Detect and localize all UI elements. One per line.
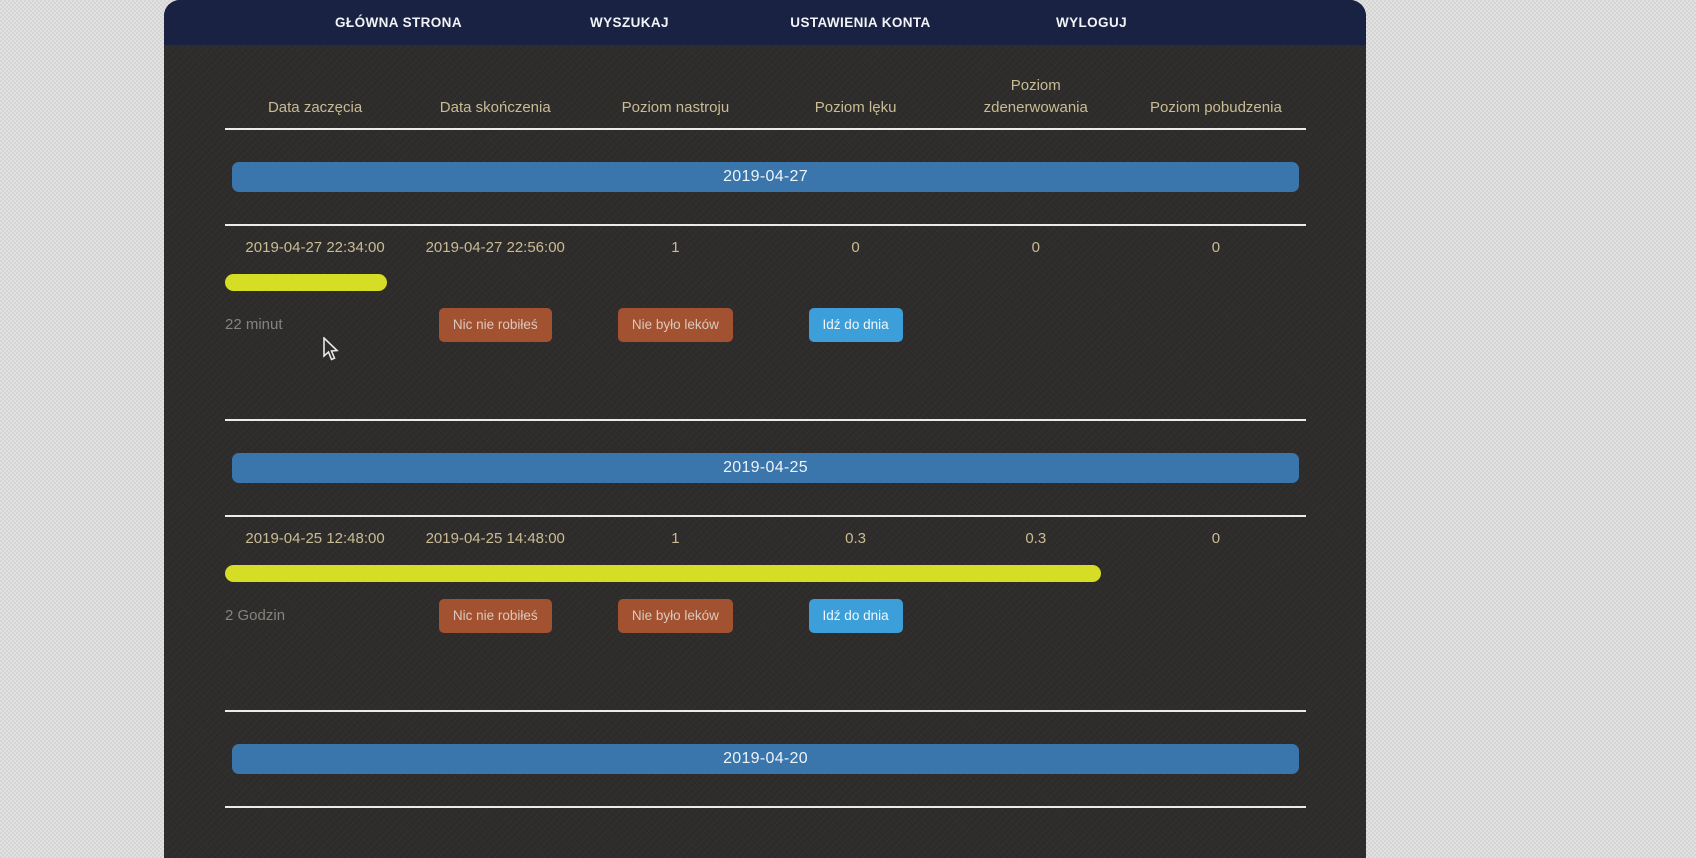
table-header-row: Data zaczęcia Data skończenia Poziom nas…	[225, 75, 1306, 130]
cell-anxiety-level: 0.3	[845, 529, 866, 547]
nothing-done-button[interactable]: Nic nie robiłeś	[438, 598, 552, 633]
column-header-start-date: Data zaczęcia	[267, 98, 363, 116]
duration-label: 22 minut	[225, 315, 283, 333]
cell-end-date: 2019-04-27 22:56:00	[425, 238, 565, 256]
cell-start-date: 2019-04-27 22:34:00	[245, 238, 385, 256]
duration-progress-bar	[225, 564, 1101, 582]
cell-nervousness-level: 0	[1031, 238, 1040, 256]
no-medication-button[interactable]: Nie było leków	[617, 598, 733, 633]
day-group: 2019-04-25 2019-04-25 12:48:00 2019-04-2…	[225, 452, 1306, 633]
entry-actions-row: 22 minut Nic nie robiłeś Nie było leków …	[225, 307, 1306, 342]
group-divider	[225, 709, 1306, 712]
duration-bar-track	[225, 564, 1306, 582]
column-header-agitation-level: Poziom pobudzenia	[1150, 98, 1282, 116]
table-row: 2019-04-25 12:48:00 2019-04-25 14:48:00 …	[225, 517, 1306, 557]
nav-item-account-settings[interactable]: USTAWIENIA KONTA	[790, 15, 931, 30]
group-divider	[225, 418, 1306, 421]
nav-item-main-page[interactable]: GŁÓWNA STRONA	[335, 15, 462, 30]
entries-table: Data zaczęcia Data skończenia Poziom nas…	[164, 75, 1366, 808]
duration-progress-bar	[225, 273, 388, 291]
cell-agitation-level: 0	[1211, 529, 1221, 547]
cell-mood-level: 1	[671, 238, 680, 256]
column-header-nervousness-level: Poziom zdenerwowania	[983, 77, 1088, 116]
day-group-date-header: 2019-04-20	[232, 743, 1299, 774]
no-medication-button[interactable]: Nie było leków	[617, 307, 733, 342]
nothing-done-button[interactable]: Nic nie robiłeś	[438, 307, 552, 342]
column-header-mood-level: Poziom nastroju	[621, 98, 730, 116]
duration-bar-track	[225, 273, 1306, 291]
table-row: 2019-04-27 22:34:00 2019-04-27 22:56:00 …	[225, 226, 1306, 266]
top-navbar: GŁÓWNA STRONA WYSZUKAJ USTAWIENIA KONTA …	[164, 0, 1366, 45]
day-group-date-header: 2019-04-27	[232, 161, 1299, 192]
cell-anxiety-level: 0	[851, 238, 860, 256]
cell-nervousness-level: 0.3	[1025, 529, 1047, 547]
day-group-date-header: 2019-04-25	[232, 452, 1299, 483]
column-header-anxiety-level: Poziom lęku	[814, 98, 897, 116]
day-group: 2019-04-27 2019-04-27 22:34:00 2019-04-2…	[225, 161, 1306, 342]
entry-actions-row: 2 Godzin Nic nie robiłeś Nie było leków …	[225, 598, 1306, 633]
cell-mood-level: 1	[671, 529, 680, 547]
cell-end-date: 2019-04-25 14:48:00	[425, 529, 565, 547]
row-divider	[225, 223, 1306, 226]
go-to-day-button[interactable]: Idź do dnia	[808, 307, 903, 342]
go-to-day-button[interactable]: Idź do dnia	[808, 598, 903, 633]
row-divider	[225, 514, 1306, 517]
cell-start-date: 2019-04-25 12:48:00	[245, 529, 385, 547]
app-panel: GŁÓWNA STRONA WYSZUKAJ USTAWIENIA KONTA …	[164, 0, 1366, 858]
column-header-end-date: Data skończenia	[439, 98, 551, 116]
cell-agitation-level: 0	[1211, 238, 1221, 256]
day-group: 2019-04-20	[225, 743, 1306, 808]
row-divider	[225, 805, 1306, 808]
nav-item-logout[interactable]: WYLOGUJ	[1055, 15, 1128, 30]
duration-label: 2 Godzin	[225, 606, 286, 624]
nav-item-search[interactable]: WYSZUKAJ	[590, 15, 669, 30]
